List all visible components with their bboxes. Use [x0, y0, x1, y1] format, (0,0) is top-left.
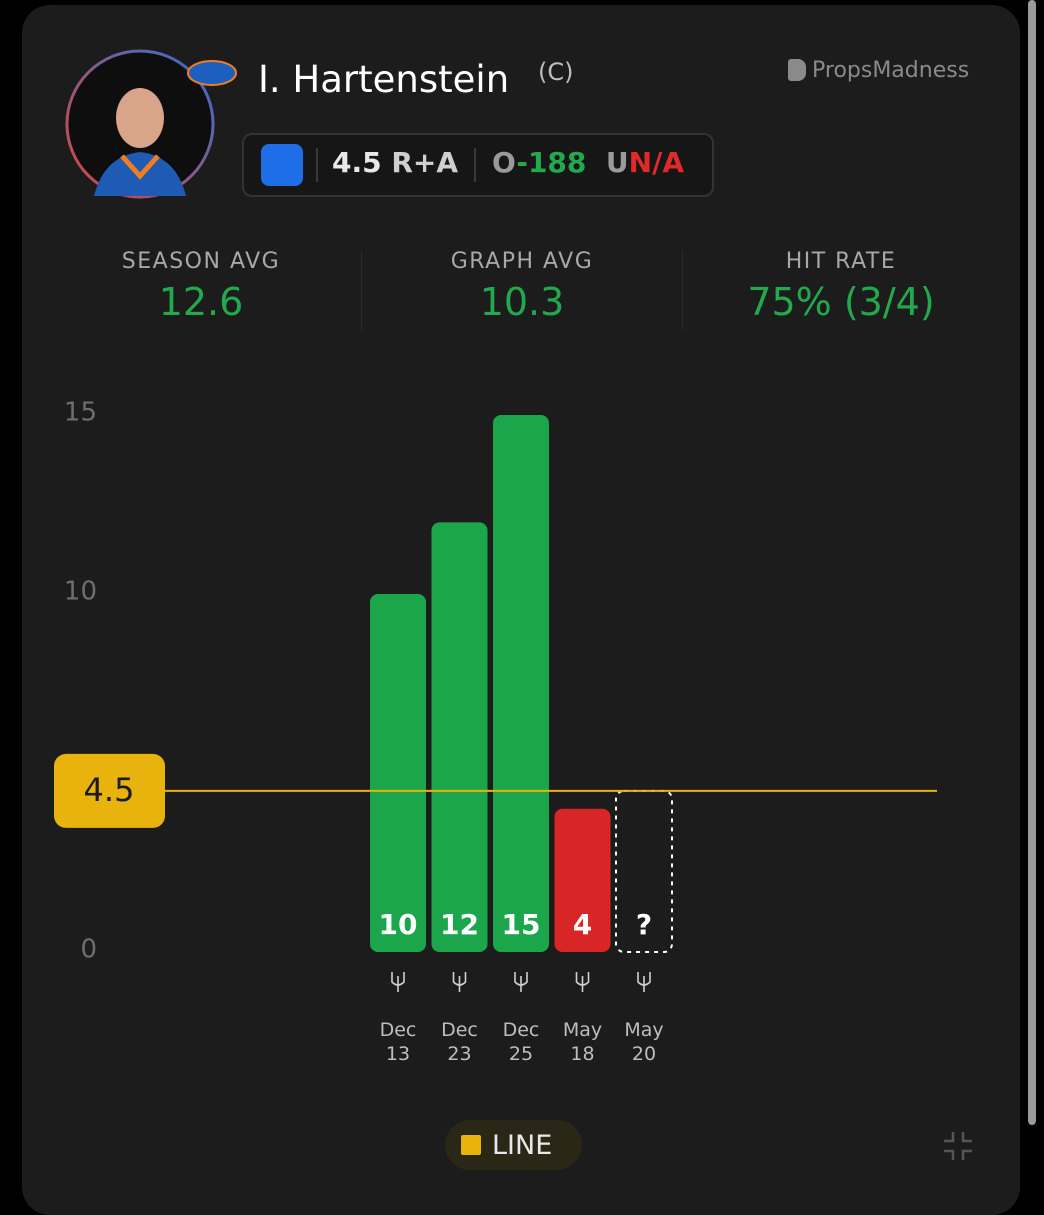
opponent-logo — [514, 972, 528, 992]
threshold-badge — [54, 753, 165, 828]
player-name: I. Hartenstein — [258, 58, 510, 101]
brand-name: PropsMadness — [812, 58, 970, 83]
logo-shape — [514, 972, 528, 992]
prop-box[interactable] — [242, 133, 714, 197]
under-label: U — [605, 146, 629, 179]
stat-label: HIT RATE — [785, 249, 897, 274]
divider — [361, 250, 362, 330]
value-label: 10 — [379, 908, 418, 941]
value-label: 12 — [440, 908, 479, 941]
divider — [474, 148, 476, 182]
divider — [316, 148, 318, 182]
over-label: O — [492, 146, 517, 179]
logo-shape — [637, 972, 651, 992]
over-odds: -188 — [516, 146, 587, 179]
opponent-logo — [452, 972, 467, 992]
x-tick-label: May 20 — [624, 1019, 664, 1065]
x-tick-label: Dec 25 — [502, 1019, 540, 1065]
opponent-logo — [637, 972, 651, 992]
collapse-button[interactable] — [942, 1130, 974, 1162]
opponent-logo — [391, 972, 405, 992]
x-tick-label: May 18 — [562, 1019, 603, 1065]
team-logo — [187, 60, 237, 86]
y-tick-label: 15 — [64, 398, 97, 428]
avatar — [65, 49, 215, 199]
odds: O-188 UN/A — [492, 146, 684, 179]
bar — [431, 522, 488, 952]
threshold-label: 4.5 — [84, 771, 135, 809]
stat-value: 75% (3/4) — [747, 280, 935, 324]
value-label: 4 — [573, 908, 592, 941]
divider — [682, 250, 683, 330]
stat-label: GRAPH AVG — [450, 249, 594, 274]
value-label: ? — [636, 908, 652, 941]
logo-shape — [391, 972, 405, 992]
line-value: 4.5 — [332, 146, 382, 179]
bar — [370, 594, 426, 952]
bar — [493, 415, 549, 952]
position: (C) — [538, 58, 574, 86]
logo-shape — [575, 972, 590, 992]
value-label: 15 — [502, 908, 541, 941]
opponent-logo — [575, 972, 590, 992]
prop-line: 4.5 R+A — [332, 146, 458, 179]
bar — [554, 808, 611, 952]
stat-value: 12.6 — [158, 280, 244, 324]
stat-label: SEASON AVG — [121, 249, 281, 274]
y-tick-label: 10 — [64, 577, 97, 607]
market: R+A — [391, 146, 459, 179]
legend-swatch — [461, 1135, 481, 1155]
legend-label: LINE — [492, 1130, 553, 1161]
brand: PropsMadness — [788, 58, 969, 83]
logo-shape — [452, 972, 467, 992]
legend[interactable]: LINE — [445, 1120, 582, 1170]
stat-value: 10.3 — [479, 280, 565, 324]
under-odds: N/A — [628, 146, 684, 179]
brand-logo — [788, 59, 806, 81]
x-tick-label: Dec 13 — [379, 1019, 417, 1065]
book-logo — [261, 144, 303, 186]
y-tick-label: 0 — [80, 935, 97, 965]
x-tick-label: Dec 23 — [441, 1019, 478, 1065]
scrollbar[interactable] — [1028, 0, 1036, 1125]
